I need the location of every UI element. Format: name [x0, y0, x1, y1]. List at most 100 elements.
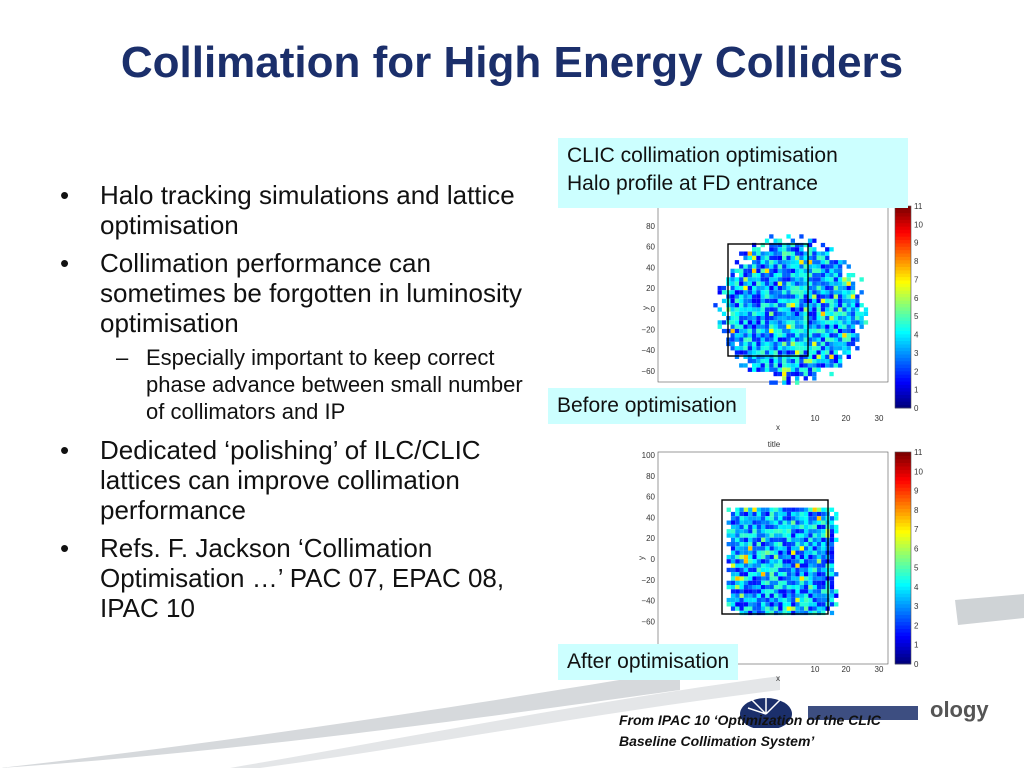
heatmap-cell — [804, 567, 809, 573]
heatmap-cell — [795, 311, 800, 316]
colorbar-segment — [895, 579, 911, 584]
heatmap-cell — [777, 359, 783, 364]
heatmap-cell — [730, 341, 735, 347]
heatmap-cell — [791, 533, 796, 538]
heatmap-cell — [773, 320, 778, 325]
heatmap-cell — [734, 277, 740, 282]
heatmap-cell — [791, 606, 796, 611]
heatmap-cell — [816, 516, 822, 521]
heatmap-cell — [820, 346, 826, 351]
heatmap-cell — [778, 516, 783, 521]
heatmap-cell — [786, 597, 792, 603]
heatmap-cell — [752, 542, 757, 547]
heatmap-cell — [799, 520, 804, 525]
heatmap-cell — [825, 328, 830, 334]
heatmap-cell — [795, 247, 800, 252]
heatmap-cell — [764, 328, 770, 334]
heatmap-cell — [799, 307, 804, 312]
heatmap-cell — [747, 255, 752, 261]
heatmap-cell — [739, 516, 744, 521]
heatmap-cell — [816, 333, 821, 338]
heatmap-cell — [743, 337, 748, 342]
heatmap-cell — [829, 316, 834, 321]
x-tick-label: 30 — [875, 414, 884, 423]
colorbar-segment — [895, 253, 911, 257]
heatmap-cell — [799, 277, 804, 282]
heatmap-cell — [765, 533, 770, 538]
heatmap-cell — [791, 511, 796, 517]
heatmap-cell — [752, 337, 757, 342]
heatmap-cell — [765, 589, 770, 594]
heatmap-cell — [820, 350, 826, 355]
heatmap-cell — [743, 307, 748, 312]
heatmap-cell — [747, 316, 752, 321]
heatmap-cell — [747, 341, 752, 347]
heatmap-cell — [829, 597, 835, 603]
heatmap-cell — [786, 281, 791, 286]
heatmap-cell — [761, 593, 766, 598]
colorbar-segment — [895, 483, 911, 488]
heatmap-cell — [829, 550, 835, 555]
heatmap-cell — [808, 585, 813, 590]
heatmap-cell — [769, 333, 774, 338]
heatmap-cell — [829, 520, 835, 525]
heatmap-cell — [820, 251, 826, 256]
heatmap-cell — [752, 580, 757, 585]
heatmap-cell — [764, 311, 770, 316]
heatmap-cell — [773, 563, 779, 568]
heatmap-cell — [807, 238, 813, 243]
colorbar-segment — [895, 519, 911, 524]
heatmap-cell — [760, 363, 765, 368]
heatmap-cell — [760, 324, 765, 329]
heatmap-cell — [777, 247, 783, 252]
heatmap-cell — [748, 567, 753, 573]
heatmap-cell — [799, 367, 804, 372]
heatmap-cell — [795, 576, 800, 581]
heatmap-cell — [773, 316, 778, 321]
heatmap-cell — [807, 251, 813, 256]
heatmap-cell — [773, 537, 779, 542]
heatmap-cell — [730, 285, 735, 291]
heatmap-cell — [756, 264, 761, 269]
heatmap-cell — [760, 277, 765, 282]
heatmap-cell — [829, 320, 834, 325]
heatmap-cell — [769, 529, 774, 534]
heatmap-cell — [842, 324, 847, 329]
colorbar-tick-label: 8 — [914, 506, 919, 515]
heatmap-cell — [808, 542, 813, 547]
heatmap-cell — [735, 597, 740, 603]
heatmap-cell — [752, 255, 757, 261]
heatmap-cell — [773, 593, 779, 598]
heatmap-cell — [795, 597, 800, 603]
heatmap-cell — [829, 264, 834, 269]
heatmap-cell — [795, 255, 800, 261]
heatmap-cell — [773, 242, 778, 248]
colorbar-segment — [895, 589, 911, 594]
x-axis-label: x — [776, 423, 780, 432]
heatmap-cell — [795, 529, 800, 534]
heatmap-cell — [756, 341, 761, 347]
heatmap-cell — [752, 572, 757, 577]
heatmap-cell — [850, 333, 856, 338]
heatmap-cell — [786, 507, 792, 512]
heatmap-cell — [735, 554, 740, 560]
heatmap-cell — [747, 337, 752, 342]
heatmap-cell — [859, 311, 864, 316]
heatmap-cell — [777, 277, 783, 282]
y-tick-label: 0 — [651, 555, 656, 564]
heatmap-cell — [786, 359, 791, 364]
bullet-marker: • — [60, 435, 70, 465]
heatmap-cell — [799, 234, 804, 239]
heatmap-cell — [769, 285, 774, 291]
heatmap-cell — [838, 354, 843, 359]
heatmap-cell — [825, 260, 830, 265]
heatmap-cell — [782, 542, 787, 547]
heatmap-cell — [795, 567, 800, 573]
heatmap-cell — [842, 285, 847, 291]
heatmap-cell — [855, 337, 860, 342]
heatmap-cell — [765, 563, 770, 568]
heatmap-cell — [795, 593, 800, 598]
heatmap-cell — [743, 251, 748, 256]
heatmap-cell — [790, 303, 795, 308]
